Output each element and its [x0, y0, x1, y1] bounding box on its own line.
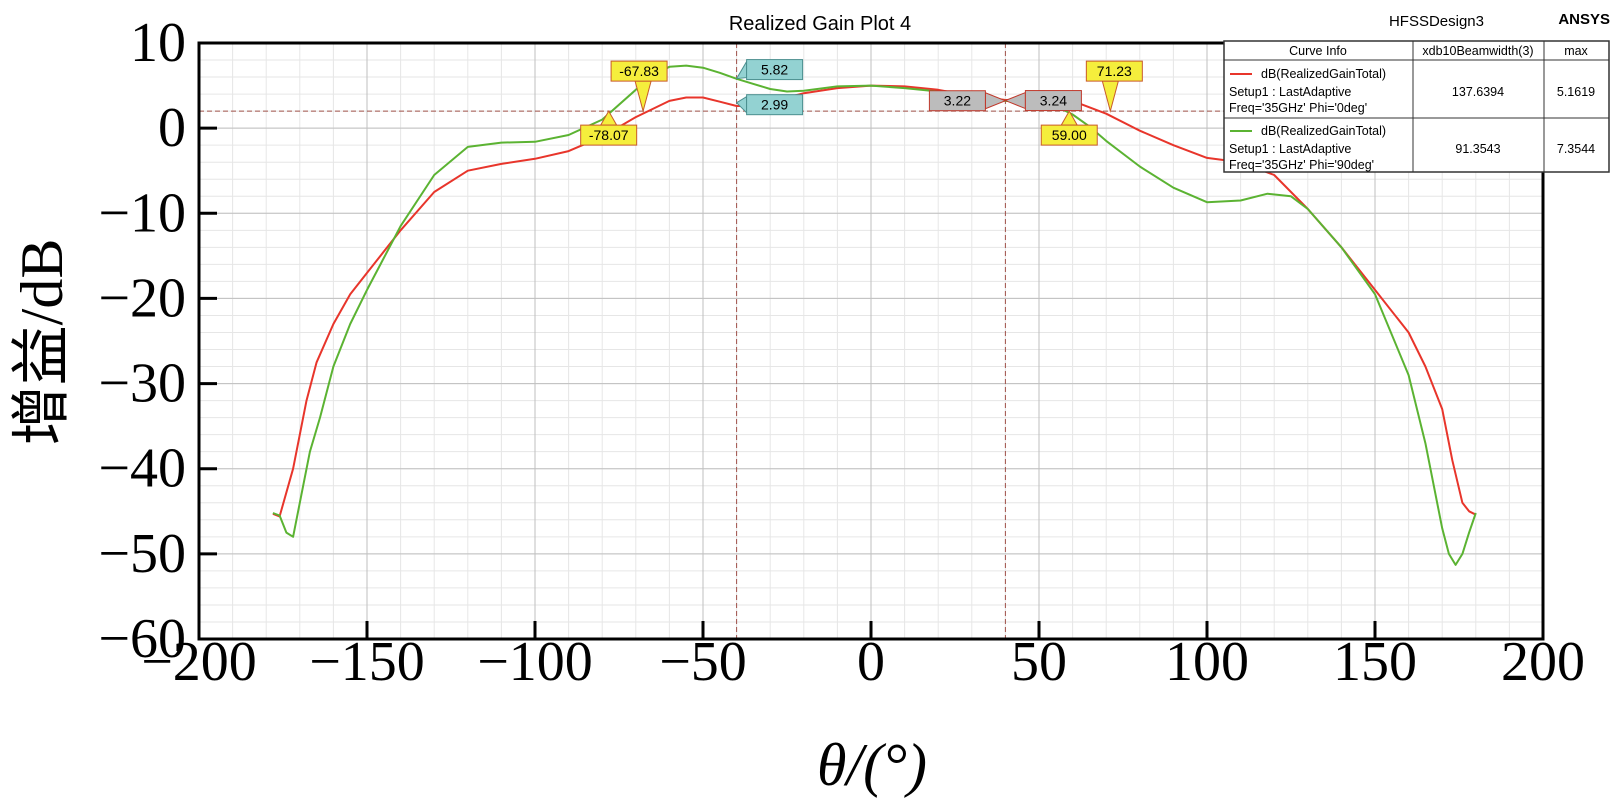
marker-pointer — [735, 59, 748, 80]
marker-label-box — [746, 94, 804, 116]
legend-header-beamwidth: xdb10Beamwidth(3) — [1422, 44, 1533, 58]
marker-label: -67.83 — [619, 63, 659, 79]
y-tick-label: −20 — [98, 267, 186, 329]
legend-series-name-phi90: dB(RealizedGainTotal) — [1261, 124, 1386, 138]
series-line-phi90 — [272, 64, 1477, 566]
marker-pointer — [1060, 110, 1079, 126]
marker-label: -78.07 — [589, 127, 629, 143]
legend-header-curve-info: Curve Info — [1289, 44, 1347, 58]
legend-beamwidth-phi0: 137.6394 — [1452, 85, 1504, 99]
x-tick-label: −100 — [477, 631, 593, 693]
marker-pointer — [634, 80, 652, 114]
marker-label-box — [928, 90, 986, 112]
marker-label-box — [580, 124, 638, 146]
legend-max-phi0: 5.1619 — [1557, 85, 1595, 99]
x-tick-label: 50 — [1011, 631, 1067, 693]
marker-label-box — [1040, 124, 1098, 146]
x-tick-label: 0 — [857, 631, 885, 693]
marker-pointer — [1101, 80, 1119, 114]
legend-beamwidth-phi90: 91.3543 — [1455, 142, 1500, 156]
legend-header-max: max — [1564, 44, 1588, 58]
y-tick-label: 10 — [130, 12, 186, 74]
y-tick-label: −60 — [98, 608, 186, 670]
marker-pointer — [984, 91, 1007, 110]
legend-series-setup-phi0: Setup1 : LastAdaptive — [1229, 85, 1351, 99]
x-tick-label: 150 — [1333, 631, 1417, 693]
marker-label: 3.24 — [1040, 93, 1067, 109]
marker-label-box — [746, 59, 804, 81]
marker-pointer — [735, 95, 748, 114]
legend-box — [1223, 40, 1610, 173]
design-label: HFSSDesign3 — [1389, 13, 1484, 30]
legend-series-setup-phi90: Setup1 : LastAdaptive — [1229, 142, 1351, 156]
x-tick-label: −150 — [309, 631, 425, 693]
marker-label-box — [610, 60, 668, 82]
y-tick-label: 0 — [158, 97, 186, 159]
marker-label: 59.00 — [1052, 127, 1087, 143]
x-tick-label: 100 — [1165, 631, 1249, 693]
curve-info-legend: Curve Info xdb10Beamwidth(3) max dB(Real… — [1223, 40, 1610, 173]
chart-title: Realized Gain Plot 4 — [729, 13, 911, 35]
y-axis-title: 增益/dB — [9, 239, 75, 446]
y-tick-label: −10 — [98, 182, 186, 244]
marker-label: 2.99 — [761, 97, 788, 113]
marker-pointer — [1004, 91, 1026, 110]
marker-label: 3.22 — [944, 93, 971, 109]
marker-label-box — [1085, 60, 1143, 82]
legend-series-variation-phi0: Freq='35GHz' Phi='0deg' — [1229, 101, 1367, 115]
legend-max-phi90: 7.3544 — [1557, 142, 1595, 156]
legend-series-name-phi0: dB(RealizedGainTotal) — [1261, 67, 1386, 81]
x-tick-label: −200 — [141, 631, 257, 693]
y-tick-label: −50 — [98, 523, 186, 585]
marker-label: 71.23 — [1097, 63, 1132, 79]
x-tick-label: −50 — [659, 631, 747, 693]
marker-label: 5.82 — [761, 62, 788, 78]
brand-logo-text: ANSYS — [1558, 11, 1610, 28]
y-tick-label: −30 — [98, 353, 186, 415]
x-axis-title: θ/(°) — [817, 732, 927, 798]
legend-series-variation-phi90: Freq='35GHz' Phi='90deg' — [1229, 158, 1374, 172]
x-tick-label: 200 — [1501, 631, 1585, 693]
y-tick-label: −40 — [98, 438, 186, 500]
marker-label-box — [1024, 90, 1082, 112]
